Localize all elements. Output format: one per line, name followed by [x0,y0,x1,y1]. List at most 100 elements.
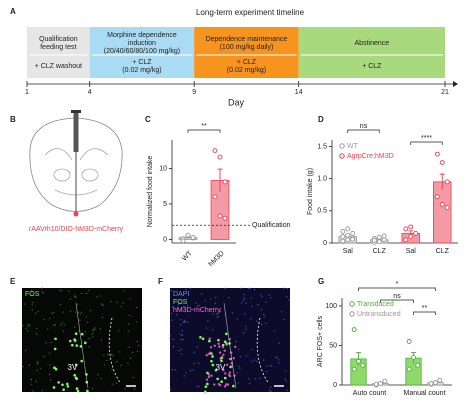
data-point [439,201,445,207]
cell [120,364,122,366]
data-point [350,236,356,242]
cell [79,319,81,321]
significance-label: **** [421,135,432,142]
significance-bracket [347,129,380,133]
channel-label: FOS [25,291,40,298]
cell [174,369,176,371]
cell [60,290,63,292]
cell [102,304,104,307]
cell [220,380,223,384]
cell [66,385,70,388]
cell [245,328,247,330]
data-point [433,380,438,386]
significance-bracket [410,141,443,145]
cell [22,365,24,368]
cell [195,302,197,304]
cell [132,376,134,379]
cell [209,346,213,349]
data-point [439,160,445,165]
cell [86,321,89,324]
cell [239,356,242,358]
cell [179,319,182,321]
y-tick-label: 0 [333,382,337,389]
cell [178,350,181,352]
cell [62,388,65,391]
cell [69,298,72,301]
cell [171,319,174,321]
cell [74,296,76,298]
cell [196,305,199,307]
cell [266,365,268,367]
cell [28,324,31,326]
cell [283,287,285,289]
cell [91,333,93,335]
cell [240,287,242,290]
cell [116,360,118,363]
legend-label: Untransduced [357,311,401,318]
cell [205,378,209,381]
legend-label: Transduced [357,301,394,308]
cell [54,323,56,326]
cell [251,305,254,308]
cell [124,388,126,390]
channel-label: hM3D-mCherry [173,307,221,314]
cell [32,390,34,392]
legend-marker [339,153,345,159]
cell [73,373,76,377]
cell [45,342,47,344]
data-point [217,213,223,219]
segment-text: + CLZ [237,59,257,66]
cell [245,355,248,357]
data-point [185,232,191,238]
cell [273,330,275,332]
y-tick-label: 5 [163,201,167,208]
data-point [382,378,388,384]
cell [31,294,33,296]
cell [31,309,34,311]
cell [278,342,280,344]
y-tick-label: 0 [163,236,167,243]
cell [222,353,225,357]
cell [285,380,287,382]
data-point [190,234,196,240]
data-point [222,179,228,185]
cell [198,385,200,388]
cell [251,360,253,363]
cell [49,364,51,366]
cell [60,324,62,326]
cell [199,337,201,339]
cell [192,369,194,371]
cell [59,303,62,306]
cell [61,383,64,387]
cell [36,369,38,372]
cell [106,359,108,362]
cell [208,337,211,340]
cell [217,342,220,345]
cell [283,318,285,321]
cell [76,389,80,393]
cell [115,382,118,384]
cell [218,383,222,387]
legend-marker [349,301,355,307]
cell [250,297,252,299]
data-point [351,366,357,372]
cell [123,290,125,292]
cell [76,303,79,305]
cell [284,378,286,380]
cell [270,386,272,388]
cell [207,373,211,376]
cell [211,363,215,367]
cell [205,327,207,329]
cell [136,350,139,353]
cell [79,313,81,315]
cell [99,328,101,330]
cell [247,288,250,290]
cell [170,312,173,315]
data-point [381,233,387,239]
cell [49,379,52,381]
cell [77,311,80,314]
y-axis-label: Normalized food intake [147,156,154,228]
segment-text: (0.02 mg/kg) [122,67,161,74]
cell [240,302,243,304]
x-tick-label: Manual count [403,390,445,397]
